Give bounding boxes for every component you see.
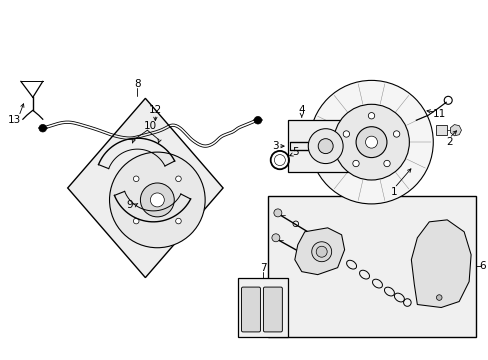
Bar: [287, 120, 347, 172]
Bar: [435, 125, 446, 135]
Circle shape: [133, 218, 139, 224]
Circle shape: [383, 160, 389, 167]
Circle shape: [175, 176, 181, 181]
Circle shape: [352, 160, 359, 167]
Text: 3: 3: [272, 141, 279, 151]
Circle shape: [436, 295, 441, 300]
Polygon shape: [67, 98, 223, 278]
Circle shape: [367, 113, 374, 119]
Circle shape: [309, 80, 432, 204]
Bar: [238, 278, 287, 337]
Circle shape: [316, 246, 326, 257]
Text: 10: 10: [143, 121, 157, 131]
Polygon shape: [449, 125, 461, 136]
Circle shape: [133, 176, 139, 181]
Text: 13: 13: [8, 115, 21, 125]
Polygon shape: [410, 220, 470, 307]
Circle shape: [307, 129, 343, 163]
Circle shape: [39, 125, 46, 132]
Circle shape: [140, 183, 174, 217]
FancyBboxPatch shape: [241, 287, 260, 332]
Polygon shape: [294, 228, 344, 275]
Text: 2: 2: [445, 137, 451, 147]
Text: 8: 8: [134, 79, 141, 89]
Circle shape: [343, 131, 349, 137]
Circle shape: [333, 104, 408, 180]
Circle shape: [355, 127, 386, 158]
Circle shape: [311, 242, 331, 262]
Circle shape: [150, 193, 164, 207]
Text: 7: 7: [259, 263, 265, 273]
Text: 11: 11: [432, 109, 445, 119]
Circle shape: [365, 136, 377, 148]
Circle shape: [393, 131, 399, 137]
FancyBboxPatch shape: [263, 287, 282, 332]
Circle shape: [271, 234, 279, 242]
Circle shape: [273, 209, 281, 217]
Bar: [267, 196, 475, 337]
Text: 4: 4: [298, 105, 305, 115]
Circle shape: [175, 218, 181, 224]
Circle shape: [318, 139, 332, 154]
Text: 12: 12: [148, 105, 162, 115]
Text: 1: 1: [390, 187, 397, 197]
Circle shape: [109, 152, 205, 248]
Text: 5: 5: [292, 147, 299, 157]
Text: 6: 6: [478, 261, 485, 271]
Text: 9: 9: [126, 200, 132, 210]
Circle shape: [254, 116, 261, 124]
